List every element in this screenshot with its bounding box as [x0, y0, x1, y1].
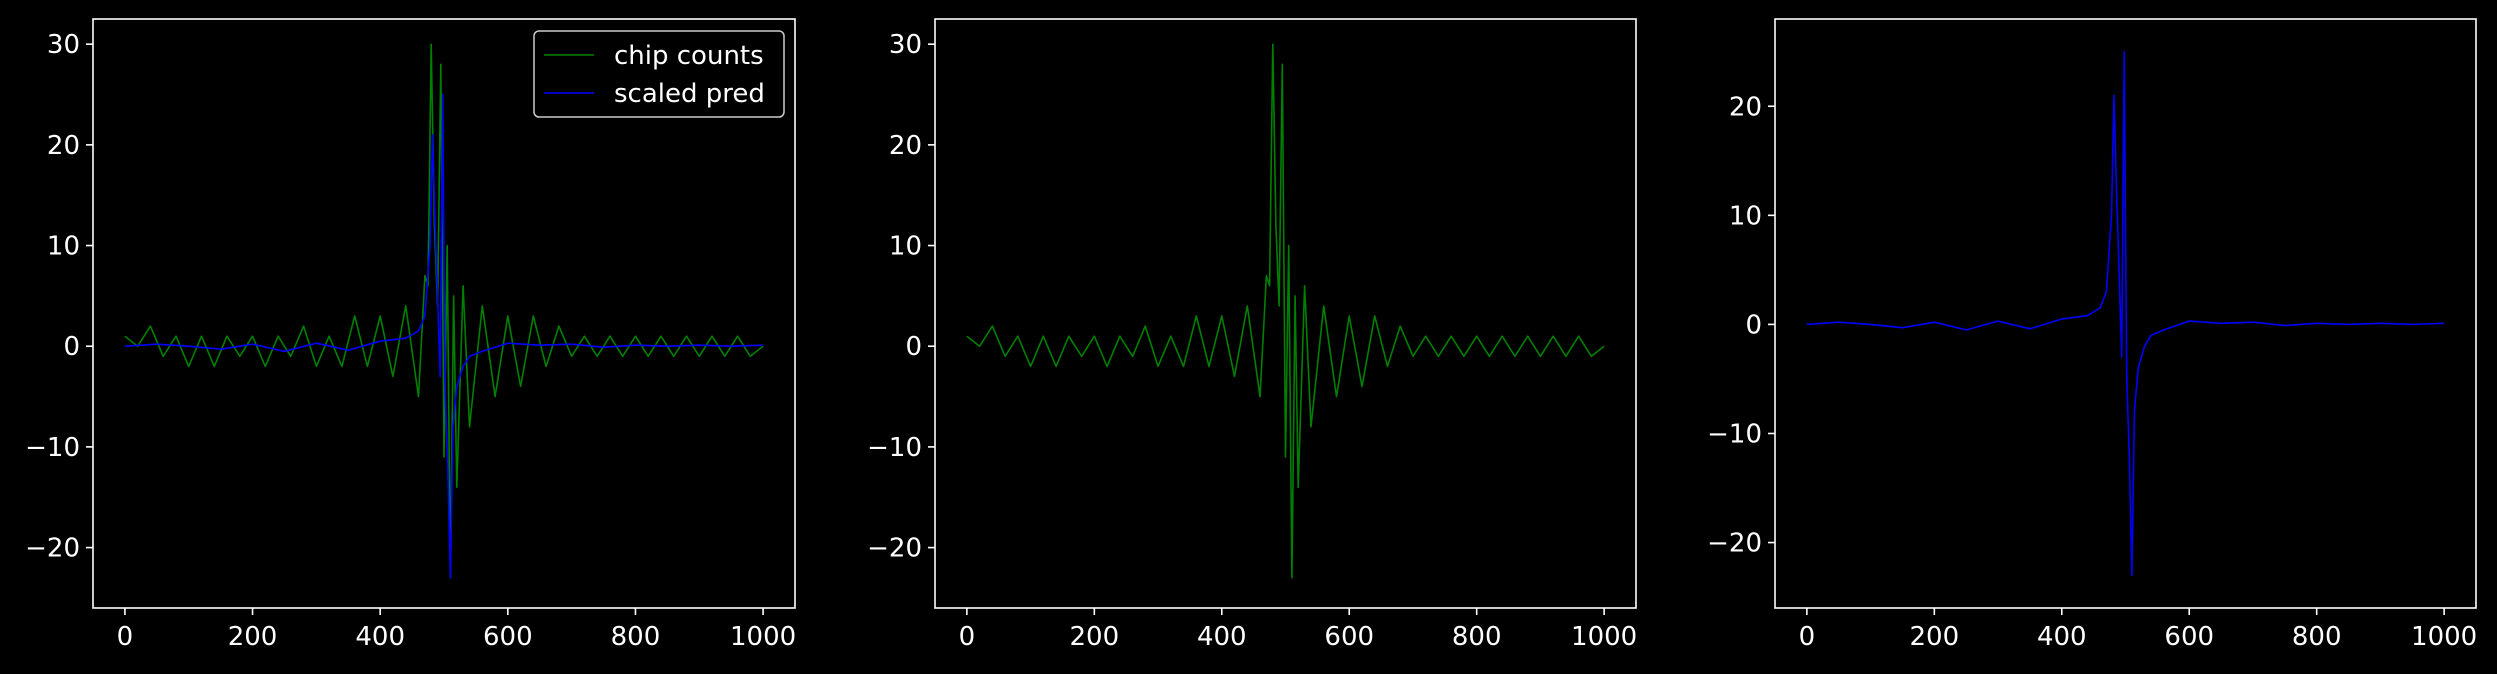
legend: chip counts scaled pred	[533, 30, 785, 118]
x-tick-label: 600	[483, 622, 533, 652]
y-tick-label: 20	[1729, 92, 1762, 122]
y-tick-label: −20	[1707, 529, 1762, 559]
axes-frame	[92, 18, 796, 609]
legend-box	[533, 30, 785, 118]
x-tick-label: 600	[2164, 622, 2214, 652]
x-tick-label: 1000	[2411, 622, 2477, 652]
y-tick-label: 10	[1729, 201, 1762, 231]
x-tick-label: 600	[1324, 622, 1374, 652]
y-tick-label: −10	[1707, 419, 1762, 449]
series-1-line	[1806, 50, 2445, 577]
x-tick-label: 800	[1452, 622, 1502, 652]
x-tick-label: 200	[1909, 622, 1959, 652]
y-tick-label: −20	[25, 534, 80, 564]
subplot-3: 0 200 400 600 800 1000 −20 −10 0 10 20	[1707, 18, 2477, 652]
x-tick-label: 1000	[730, 622, 796, 652]
x-tick-label: 400	[355, 622, 405, 652]
y-tick-label: 10	[47, 232, 80, 262]
y-tick-label: 20	[889, 131, 922, 161]
x-tick-label: 200	[1069, 622, 1119, 652]
x-tick-label: 1000	[1571, 622, 1637, 652]
legend-label: chip counts	[614, 41, 764, 71]
legend-label: scaled pred	[614, 79, 765, 109]
y-tick-label: 20	[47, 131, 80, 161]
x-tick-label: 200	[228, 622, 278, 652]
subplot-1: 0 200 400 600 800 1000 −20 −10 0 10 20 30 chip count…	[25, 18, 796, 652]
x-tick-label: 0	[1799, 622, 1816, 652]
y-tick-label: 0	[63, 332, 80, 362]
x-tick-label: 0	[117, 622, 134, 652]
x-tick-label: 400	[2037, 622, 2087, 652]
axes-frame	[1774, 18, 2477, 609]
y-tick-label: 30	[47, 30, 80, 60]
y-tick-label: −20	[867, 534, 922, 564]
axes-frame	[934, 18, 1637, 609]
x-tick-label: 400	[1197, 622, 1247, 652]
y-tick-label: 0	[1745, 310, 1762, 340]
y-tick-label: 10	[889, 232, 922, 262]
y-tick-label: −10	[867, 433, 922, 463]
y-tick-label: 0	[905, 332, 922, 362]
y-tick-label: 30	[889, 30, 922, 60]
x-tick-label: 800	[611, 622, 661, 652]
x-tick-label: 800	[2292, 622, 2342, 652]
series-1-line	[966, 43, 1605, 579]
y-tick-label: −10	[25, 433, 80, 463]
chip-counts-line	[124, 43, 764, 579]
subplot-2: 0 200 400 600 800 1000 −20 −10 0 10 20 30	[867, 18, 1637, 652]
x-tick-label: 0	[959, 622, 976, 652]
scaled-pred-line	[124, 93, 764, 579]
